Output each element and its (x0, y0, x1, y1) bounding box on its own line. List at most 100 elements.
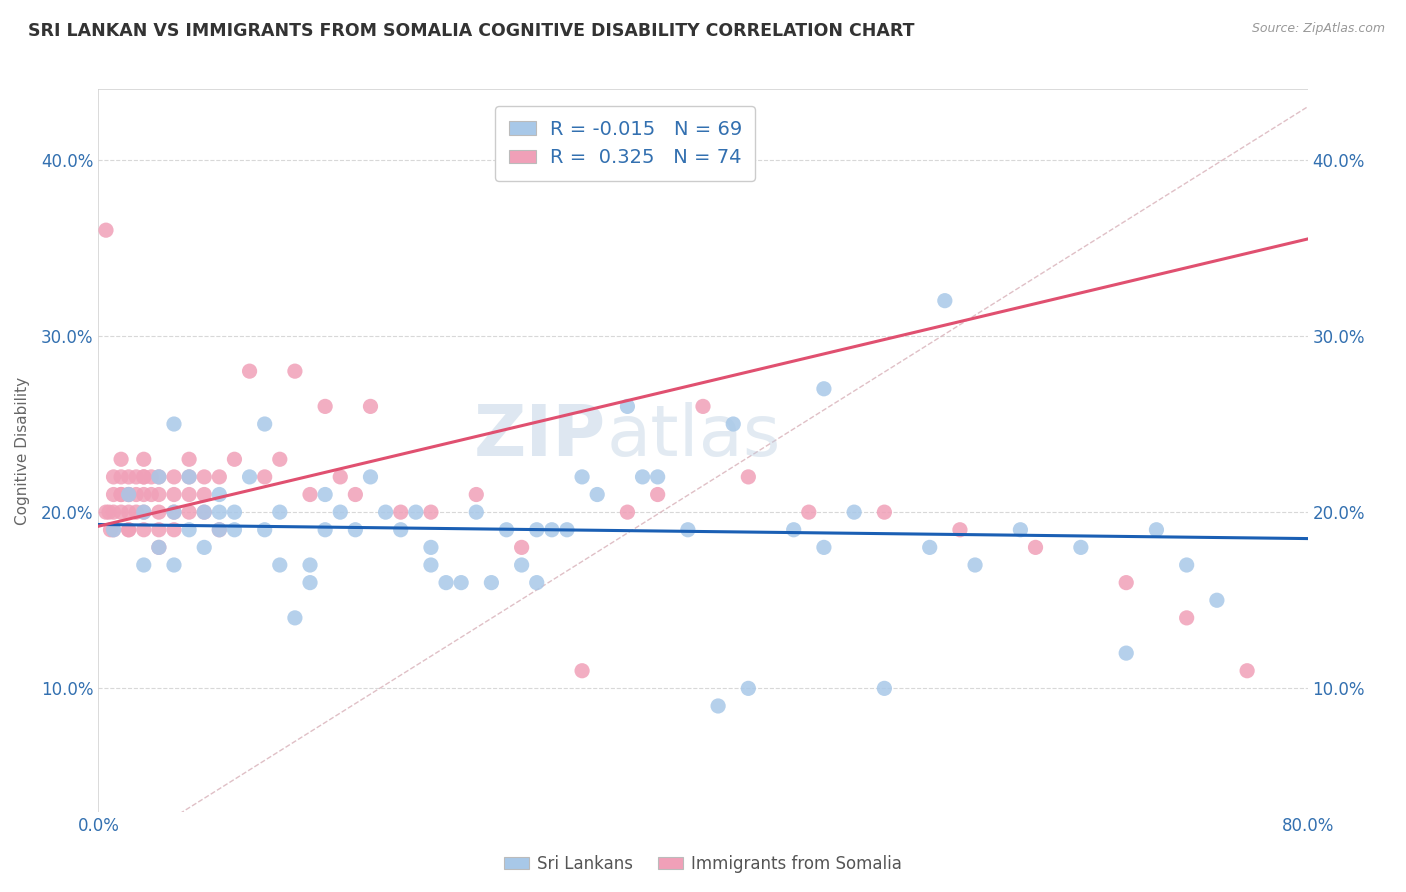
Point (676, 523, 699, 537)
Point (314, 487, 336, 501)
Point (98, 505, 121, 519)
Point (465, 487, 488, 501)
Point (163, 558, 186, 572)
Point (118, 487, 141, 501)
Point (1236, 664, 1258, 678)
Point (616, 400, 638, 414)
Point (132, 558, 155, 572)
Point (723, 417, 745, 431)
Text: ZIP: ZIP (474, 401, 606, 470)
Point (965, 558, 987, 572)
Point (737, 681, 759, 696)
Point (299, 575, 322, 590)
Point (125, 505, 148, 519)
Point (269, 505, 291, 519)
Point (179, 470, 201, 484)
Point (360, 400, 382, 414)
Point (420, 541, 443, 555)
Point (873, 505, 896, 519)
Point (179, 452, 201, 467)
Point (344, 523, 367, 537)
Point (284, 611, 307, 625)
Point (163, 523, 186, 537)
Point (132, 452, 155, 467)
Point (389, 505, 412, 519)
Point (813, 382, 835, 396)
Point (193, 505, 215, 519)
Point (132, 523, 155, 537)
Point (586, 487, 609, 501)
Point (707, 698, 730, 713)
Point (949, 523, 972, 537)
Point (329, 505, 352, 519)
Point (647, 487, 669, 501)
Point (918, 541, 941, 555)
Point (1115, 646, 1137, 660)
Point (132, 505, 155, 519)
Point (873, 681, 896, 696)
Point (103, 470, 125, 484)
Point (118, 487, 141, 501)
Point (284, 364, 307, 378)
Text: SRI LANKAN VS IMMIGRANTS FROM SOMALIA COGNITIVE DISABILITY CORRELATION CHART: SRI LANKAN VS IMMIGRANTS FROM SOMALIA CO… (28, 22, 915, 40)
Point (132, 487, 155, 501)
Point (110, 487, 132, 501)
Point (314, 523, 336, 537)
Point (344, 487, 367, 501)
Point (125, 487, 148, 501)
Point (239, 364, 262, 378)
Point (1070, 541, 1092, 555)
Point (179, 523, 201, 537)
Point (110, 487, 132, 501)
Point (208, 523, 231, 537)
Point (125, 470, 148, 484)
Point (1024, 541, 1046, 555)
Point (148, 541, 170, 555)
Point (253, 523, 276, 537)
Point (118, 523, 141, 537)
Point (208, 505, 231, 519)
Point (193, 541, 215, 555)
Point (110, 505, 132, 519)
Point (495, 523, 517, 537)
Point (110, 470, 132, 484)
Point (132, 505, 155, 519)
Point (94, 223, 117, 237)
Point (179, 470, 201, 484)
Point (163, 417, 186, 431)
Point (526, 523, 548, 537)
Point (465, 505, 488, 519)
Point (148, 470, 170, 484)
Point (374, 505, 396, 519)
Point (148, 487, 170, 501)
Point (103, 487, 125, 501)
Point (540, 523, 562, 537)
Point (420, 505, 443, 519)
Point (481, 575, 503, 590)
Point (844, 505, 866, 519)
Point (450, 575, 472, 590)
Point (132, 470, 155, 484)
Point (179, 487, 201, 501)
Point (797, 505, 820, 519)
Point (314, 400, 336, 414)
Point (103, 523, 125, 537)
Point (269, 452, 291, 467)
Point (571, 664, 593, 678)
Point (118, 487, 141, 501)
Point (179, 505, 201, 519)
Point (1115, 575, 1137, 590)
Y-axis label: Cognitive Disability: Cognitive Disability (15, 376, 30, 524)
Point (647, 470, 669, 484)
Point (692, 400, 714, 414)
Point (1144, 523, 1167, 537)
Point (163, 470, 186, 484)
Point (420, 558, 443, 572)
Point (148, 505, 170, 519)
Point (299, 487, 322, 501)
Point (193, 470, 215, 484)
Point (616, 505, 638, 519)
Point (110, 452, 132, 467)
Point (103, 505, 125, 519)
Point (193, 505, 215, 519)
